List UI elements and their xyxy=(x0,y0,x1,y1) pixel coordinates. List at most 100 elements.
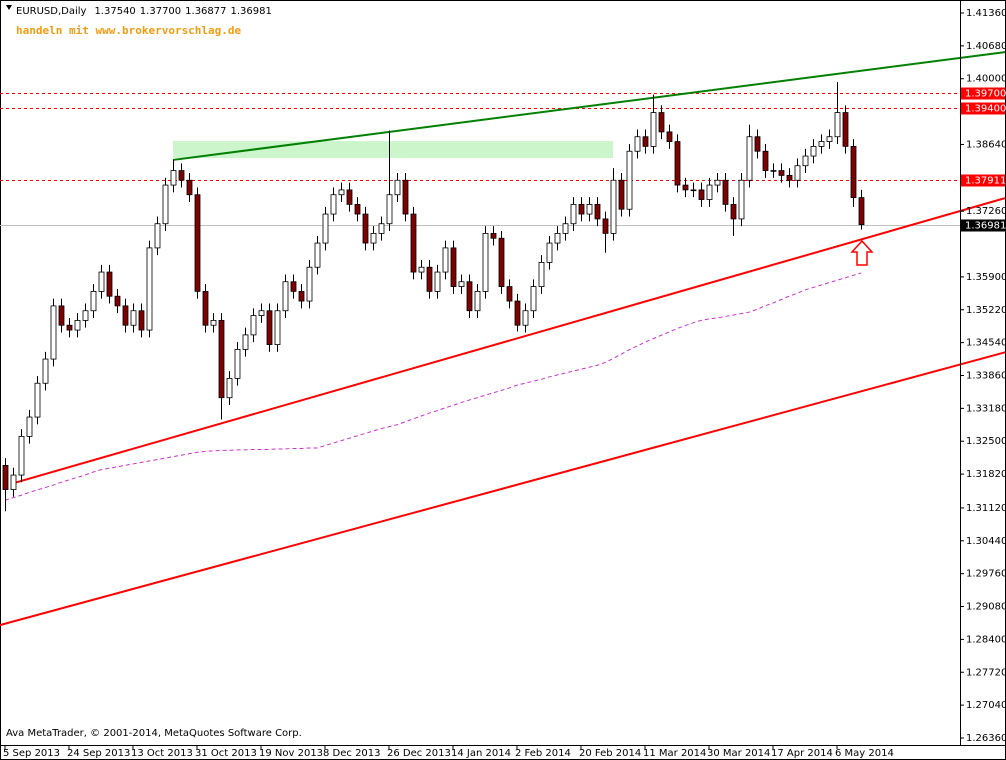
candle-body xyxy=(674,141,681,186)
x-tick-label: 8 Dec 2013 xyxy=(323,748,381,759)
y-tick-label: 1.41360 xyxy=(966,8,1006,19)
candle-body xyxy=(18,435,25,476)
candle-body xyxy=(250,315,257,336)
candle-body xyxy=(426,266,433,292)
y-tick-label: 1.26360 xyxy=(966,733,1006,744)
y-tick-label: 1.31120 xyxy=(966,503,1006,514)
candle-body xyxy=(578,203,585,215)
candle-body xyxy=(442,247,449,273)
candle-body xyxy=(850,145,857,199)
y-tick-label: 1.30440 xyxy=(966,536,1006,547)
candle-body xyxy=(186,179,193,196)
candle-body xyxy=(466,281,473,312)
candle-body xyxy=(322,213,329,244)
candle-body xyxy=(554,232,561,244)
x-tick-label: 17 Apr 2014 xyxy=(771,748,833,759)
x-tick-label: 24 Sep 2013 xyxy=(67,748,130,759)
y-tick-label: 1.34540 xyxy=(966,338,1006,349)
candle-body xyxy=(258,310,265,316)
level-box xyxy=(961,102,1005,115)
chart-header: EURUSD,Daily 1.37540 1.37700 1.36877 1.36981 xyxy=(16,6,272,17)
chart-title: EURUSD,Daily xyxy=(16,6,87,17)
candle-body xyxy=(266,310,273,345)
candle-body xyxy=(786,174,793,181)
candle-body xyxy=(122,305,129,326)
level-label: 1.39700 xyxy=(965,89,1006,100)
candle-body xyxy=(498,237,505,287)
last-close: 1.36981 xyxy=(231,6,272,17)
candle-body xyxy=(778,170,785,176)
candle-body xyxy=(394,179,401,196)
trendline xyxy=(0,351,1006,627)
x-tick-label: 11 Mar 2014 xyxy=(643,748,706,759)
candle-body xyxy=(690,189,697,192)
candle-body xyxy=(10,474,17,490)
candle-body xyxy=(234,348,241,379)
candle-body xyxy=(354,203,361,215)
candle-body xyxy=(98,271,105,292)
candle-body xyxy=(330,194,337,215)
y-tick-label: 1.33180 xyxy=(966,403,1006,414)
candle-body xyxy=(842,112,849,147)
last-high: 1.37700 xyxy=(140,6,181,17)
candle-body xyxy=(114,295,121,307)
chart-subtitle: handeln mit www.brokervorschlag.de xyxy=(16,24,242,37)
candle-body xyxy=(538,261,545,287)
x-tick-label: 31 Oct 2013 xyxy=(195,748,257,759)
candle-body xyxy=(626,150,633,210)
candle-body xyxy=(682,184,689,191)
plot xyxy=(0,51,1006,627)
candle-body xyxy=(138,310,145,331)
candle-body xyxy=(162,184,169,225)
candle-body xyxy=(42,358,49,384)
y-tick-label: 1.27040 xyxy=(966,700,1006,711)
y-tick-label: 1.28400 xyxy=(966,634,1006,645)
candle-body xyxy=(290,281,297,292)
x-tick-label: 6 May 2014 xyxy=(835,748,894,759)
y-tick-label: 1.35900 xyxy=(966,272,1006,283)
candle-body xyxy=(170,170,177,186)
candle-body xyxy=(514,300,521,326)
candle-body xyxy=(202,290,209,326)
y-tick-label: 1.40000 xyxy=(966,74,1006,85)
candle-body xyxy=(746,136,753,181)
candle-body xyxy=(370,232,377,244)
y-tick-label: 1.32500 xyxy=(966,436,1006,447)
candle-body xyxy=(794,165,801,181)
level-box xyxy=(961,174,1005,187)
candle-body xyxy=(58,305,65,326)
candle-body xyxy=(706,184,713,200)
last-open: 1.37540 xyxy=(94,6,135,17)
candle-body xyxy=(722,179,729,205)
candle-body xyxy=(418,266,425,273)
level-label: 1.39400 xyxy=(965,104,1006,115)
candle-body xyxy=(194,194,201,292)
candle-body xyxy=(82,310,89,321)
y-tick-label: 1.38640 xyxy=(966,139,1006,150)
candle-body xyxy=(634,136,641,152)
candle-body xyxy=(482,232,489,292)
candle-body xyxy=(570,203,577,225)
candle-body xyxy=(338,189,345,196)
up-arrow xyxy=(850,239,874,266)
candle-body xyxy=(26,416,33,437)
y-tick-label: 1.27720 xyxy=(966,667,1006,678)
footer: Ava MetaTrader, © 2001-2014, MetaQuotes … xyxy=(6,728,302,739)
y-tick-label: 1.35220 xyxy=(966,305,1006,316)
candle-body xyxy=(90,290,97,312)
x-tick-label: 26 Dec 2013 xyxy=(387,748,451,759)
x-tick-label: 30 Mar 2014 xyxy=(707,748,770,759)
current-price-label: 1.36981 xyxy=(965,221,1006,232)
candle-body xyxy=(818,141,825,147)
candle-body xyxy=(34,382,41,418)
y-tick-label: 1.37260 xyxy=(966,206,1006,217)
candle-body xyxy=(298,290,305,302)
candle-body xyxy=(226,377,233,399)
candle-body xyxy=(66,324,73,331)
candle-body xyxy=(378,223,385,234)
candle-body xyxy=(530,286,537,312)
candle-body xyxy=(522,310,529,326)
candle-body xyxy=(642,136,649,147)
